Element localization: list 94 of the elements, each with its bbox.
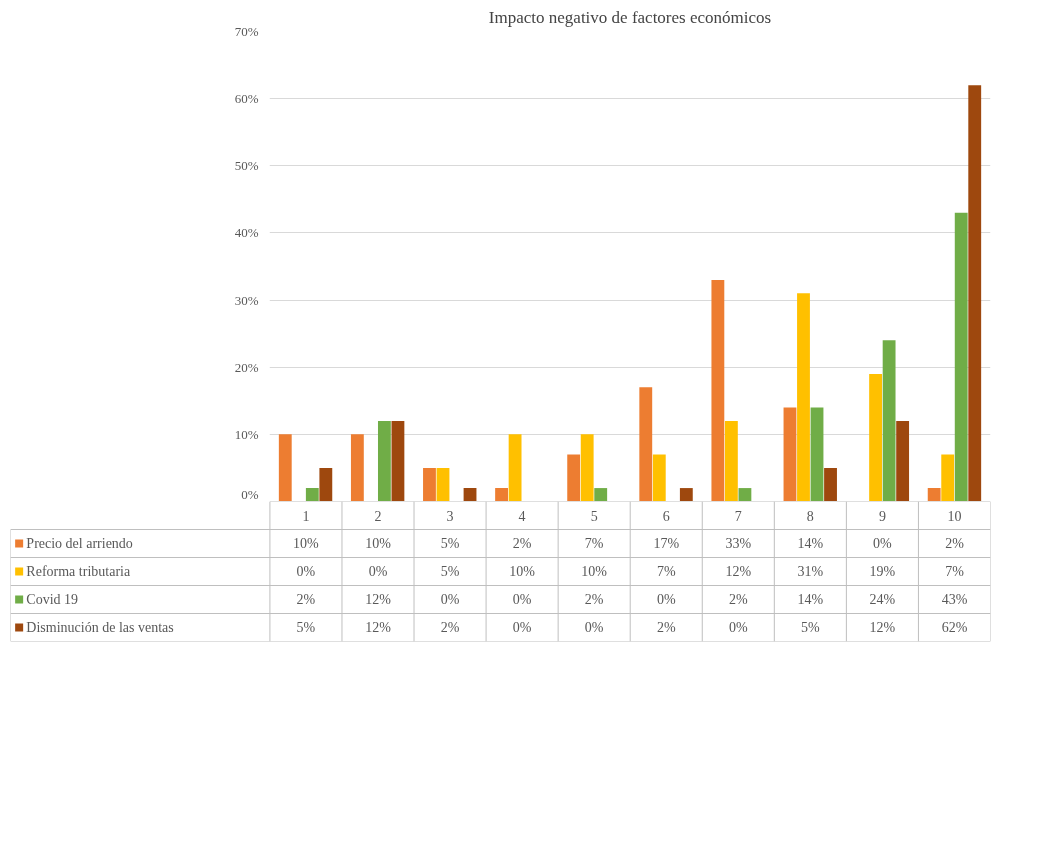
bar [679, 488, 693, 501]
y-tick-label: 30% [234, 292, 259, 308]
y-tick-label: 60% [234, 91, 259, 107]
bar [738, 488, 752, 501]
data-label: 0% [584, 620, 604, 635]
data-label: 7% [945, 564, 965, 579]
x-tick-label: 2 [374, 508, 382, 524]
bar [436, 467, 450, 501]
data-label: 62% [941, 620, 968, 635]
data-label: 0% [873, 536, 893, 551]
x-tick-label: 5 [590, 508, 598, 524]
y-tick-label: 50% [234, 158, 259, 174]
bar [896, 420, 910, 501]
data-label: 7% [656, 564, 676, 579]
x-tick-label: 3 [446, 508, 454, 524]
data-label: 12% [725, 564, 752, 579]
data-label: 0% [440, 592, 460, 607]
data-label: 10% [509, 564, 536, 579]
y-tick-label: 40% [234, 225, 259, 241]
bar [824, 467, 837, 501]
data-label: 12% [365, 620, 392, 635]
data-label: 0% [512, 620, 532, 635]
data-label: 7% [584, 536, 604, 551]
data-label: 2% [584, 592, 604, 607]
legend-label: Precio del arriendo [26, 536, 133, 551]
x-tick-label: 10 [947, 508, 962, 524]
x-tick-label: 1 [302, 508, 310, 524]
data-label: 33% [725, 536, 752, 551]
data-label: 0% [296, 564, 316, 579]
data-label: 5% [801, 620, 821, 635]
x-tick-label: 6 [662, 508, 670, 524]
bar [319, 467, 333, 501]
bar [391, 420, 405, 501]
bar [639, 387, 653, 501]
bar [305, 488, 319, 501]
chart-title: Impacto negativo de factores económicos [488, 7, 772, 27]
data-label: 2% [656, 620, 676, 635]
data-label: 12% [869, 620, 896, 635]
data-label: 5% [440, 536, 460, 551]
data-label: 31% [797, 564, 824, 579]
data-label: 24% [869, 592, 896, 607]
data-label: 12% [365, 592, 392, 607]
bar [968, 85, 982, 501]
bar [278, 434, 292, 501]
data-label: 43% [941, 592, 968, 607]
data-label: 0% [512, 592, 532, 607]
data-label: 5% [440, 564, 460, 579]
data-label: 5% [296, 620, 316, 635]
data-label: 10% [365, 536, 392, 551]
data-label: 2% [728, 592, 748, 607]
bar [797, 293, 810, 501]
bar [652, 454, 666, 501]
bar [594, 488, 608, 501]
bar [941, 454, 955, 501]
bar [567, 454, 581, 501]
y-tick-label: 10% [234, 426, 259, 442]
bar [927, 488, 941, 501]
x-tick-label: 7 [734, 508, 742, 524]
data-label: 0% [368, 564, 388, 579]
bar [495, 488, 508, 501]
x-tick-label: 4 [518, 508, 526, 524]
bar [869, 373, 883, 501]
bar [463, 488, 477, 501]
data-label: 19% [869, 564, 896, 579]
data-label: 2% [512, 536, 532, 551]
bar [580, 434, 594, 501]
y-tick-label: 0% [241, 486, 259, 502]
legend-label: Disminución de las ventas [26, 620, 174, 635]
y-tick-label: 20% [234, 359, 259, 375]
data-label: 0% [656, 592, 676, 607]
data-label: 14% [797, 536, 824, 551]
data-label: 14% [797, 592, 824, 607]
bar [423, 467, 436, 501]
bar [508, 434, 522, 501]
bar [724, 420, 738, 501]
data-label: 17% [653, 536, 680, 551]
data-label: 2% [945, 536, 965, 551]
legend-label: Covid 19 [26, 592, 79, 607]
bar [810, 407, 824, 501]
data-label: 2% [296, 592, 316, 607]
y-tick-label: 70% [234, 24, 259, 39]
bar [350, 434, 364, 501]
bar [711, 279, 725, 501]
bar [954, 212, 968, 501]
bar [882, 340, 896, 501]
bar [377, 420, 391, 501]
x-tick-label: 8 [806, 508, 814, 524]
bar [783, 407, 797, 501]
data-label: 10% [293, 536, 320, 551]
data-label: 10% [581, 564, 608, 579]
data-label: 2% [440, 620, 460, 635]
x-tick-label: 9 [878, 508, 886, 524]
legend-label: Reforma tributaria [26, 564, 131, 579]
data-label: 0% [728, 620, 748, 635]
